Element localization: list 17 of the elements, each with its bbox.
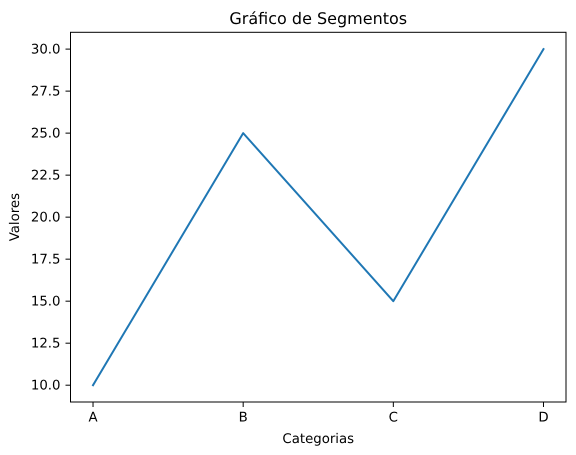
line-series <box>92 48 544 386</box>
y-axis-title: Valores <box>8 192 23 242</box>
y-tick-label: 12.5 <box>30 336 60 352</box>
chart-title: Gráfico de Segmentos <box>229 9 408 28</box>
x-axis-title: Categorias <box>282 432 354 447</box>
x-tick-label: A <box>88 410 98 426</box>
y-tick-label: 10.0 <box>30 378 60 394</box>
y-tick-label: 15.0 <box>30 294 60 310</box>
y-tick-label: 22.5 <box>30 168 60 184</box>
y-tick-label: 30.0 <box>30 42 60 58</box>
y-tick-label: 20.0 <box>30 210 60 226</box>
x-tick-label: B <box>238 410 248 426</box>
x-tick-label: C <box>388 410 398 426</box>
y-tick-label: 25.0 <box>30 126 60 142</box>
y-tick-label: 17.5 <box>30 252 60 268</box>
x-tick-label: D <box>538 410 549 426</box>
y-tick-label: 27.5 <box>30 84 60 100</box>
